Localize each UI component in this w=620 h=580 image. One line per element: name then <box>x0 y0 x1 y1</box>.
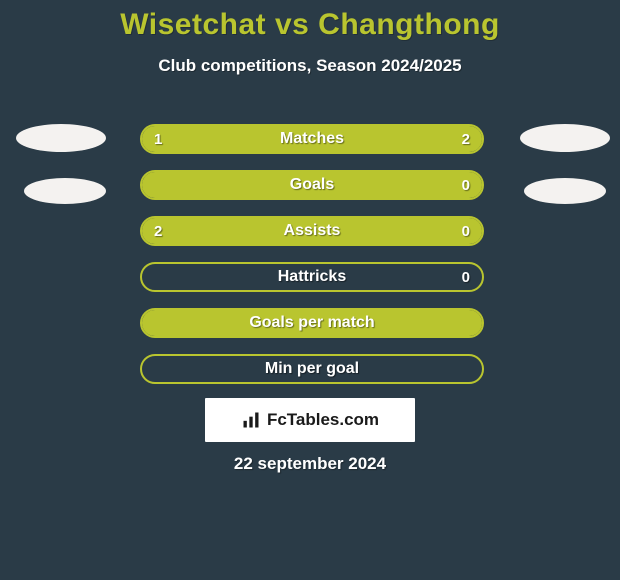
bar-label: Assists <box>142 218 482 244</box>
bar-assists: 2 0 Assists <box>140 216 484 246</box>
subtitle: Club competitions, Season 2024/2025 <box>0 56 620 76</box>
bar-matches: 1 2 Matches <box>140 124 484 154</box>
date-label: 22 september 2024 <box>0 454 620 474</box>
player-avatar-left-shadow <box>24 178 106 204</box>
bar-label: Goals <box>142 172 482 198</box>
bar-hattricks: 0 Hattricks <box>140 262 484 292</box>
comparison-bars: 1 2 Matches 0 Goals 2 0 Assists 0 Hattri… <box>140 124 484 400</box>
branding-link[interactable]: FcTables.com <box>205 398 415 442</box>
bar-goals: 0 Goals <box>140 170 484 200</box>
player-avatar-right <box>520 124 610 152</box>
player-avatar-right-shadow <box>524 178 606 204</box>
bar-chart-icon <box>241 410 261 430</box>
bar-goals-per-match: Goals per match <box>140 308 484 338</box>
bar-label: Goals per match <box>142 310 482 336</box>
page-title: Wisetchat vs Changthong <box>0 0 620 42</box>
bar-label: Matches <box>142 126 482 152</box>
player-avatar-left <box>16 124 106 152</box>
comparison-card: Wisetchat vs Changthong Club competition… <box>0 0 620 580</box>
bar-label: Min per goal <box>142 356 482 382</box>
bar-label: Hattricks <box>142 264 482 290</box>
branding-text: FcTables.com <box>267 410 379 430</box>
bar-min-per-goal: Min per goal <box>140 354 484 384</box>
